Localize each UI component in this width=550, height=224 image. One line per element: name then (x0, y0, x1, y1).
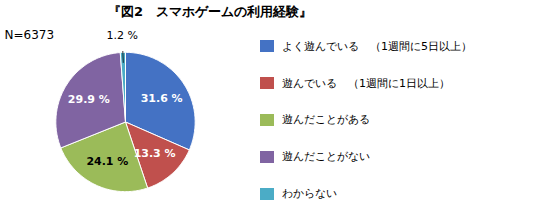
svg-text:13.3 %: 13.3 % (134, 147, 176, 160)
svg-text:31.6 %: 31.6 % (141, 92, 183, 105)
html-text:『図2 スマホゲームの利用経験』: 『図2 スマホゲームの利用経験』 (108, 4, 312, 19)
svg-text:N=6373: N=6373 (5, 28, 55, 42)
html-text:よく遊んでいる （1週間に5日以上）: よく遊んでいる （1週間に5日以上） (282, 39, 472, 53)
html-text:遊んだことがある: 遊んだことがある (282, 113, 370, 127)
html-text:遊んでいる （1週間に1日以上）: 遊んでいる （1週間に1日以上） (282, 76, 450, 90)
svg-text:1.2 %: 1.2 % (106, 29, 137, 42)
svg-text:24.1 %: 24.1 % (86, 155, 128, 168)
html-text:遊んだことがない: 遊んだことがない (282, 150, 370, 164)
svg-text:29.9 %: 29.9 % (68, 93, 110, 106)
html-text:わからない: わからない (282, 187, 337, 201)
